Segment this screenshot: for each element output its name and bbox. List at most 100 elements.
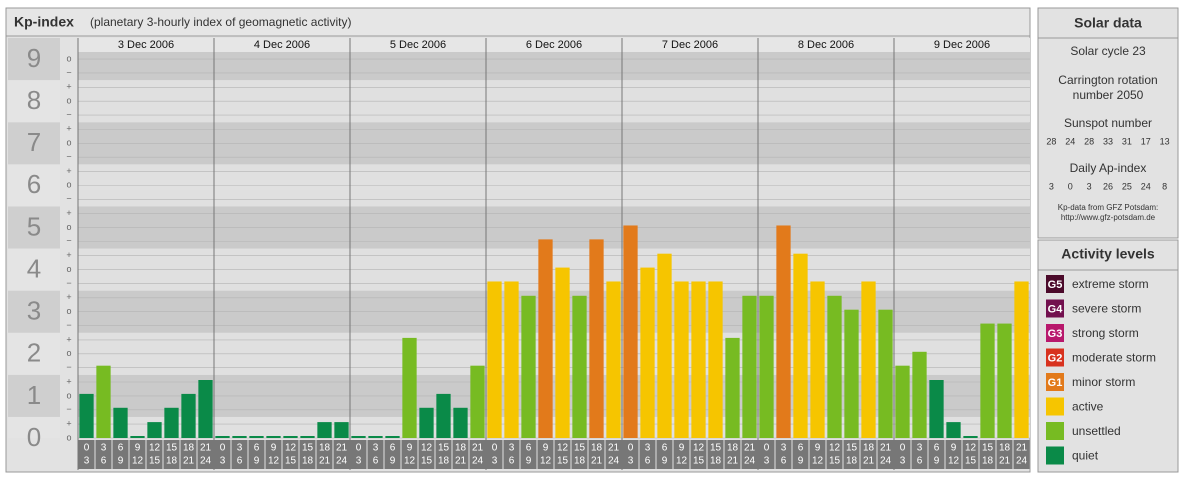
level-swatch bbox=[1046, 299, 1064, 318]
interval-from: 3 bbox=[101, 443, 107, 454]
minor-tick-label: o bbox=[66, 432, 71, 442]
interval-box bbox=[435, 440, 452, 469]
interval-to: 18 bbox=[710, 456, 722, 467]
minor-tick-label: o bbox=[66, 222, 71, 232]
level-swatch bbox=[1046, 422, 1064, 440]
sunspot-title: Sunspot number bbox=[1064, 116, 1152, 130]
day-label: 4 Dec 2006 bbox=[254, 39, 310, 51]
interval-box bbox=[588, 440, 605, 469]
interval-box bbox=[843, 440, 860, 469]
interval-from: 21 bbox=[472, 443, 484, 454]
interval-to: 24 bbox=[744, 456, 756, 467]
interval-box bbox=[333, 440, 350, 469]
interval-box bbox=[282, 440, 299, 469]
y-band bbox=[8, 164, 60, 207]
bar bbox=[453, 407, 468, 438]
bar bbox=[623, 225, 638, 438]
interval-from: 6 bbox=[662, 443, 668, 454]
bar bbox=[589, 239, 604, 438]
interval-box bbox=[537, 440, 554, 469]
minor-tick-label: o bbox=[66, 53, 71, 63]
interval-box bbox=[265, 440, 282, 469]
interval-to: 9 bbox=[662, 456, 668, 467]
interval-box bbox=[180, 440, 197, 469]
level-badge: G5 bbox=[1048, 279, 1063, 291]
ap-value: 3 bbox=[1087, 181, 1092, 191]
interval-box bbox=[401, 440, 418, 469]
interval-to: 18 bbox=[982, 456, 994, 467]
bar bbox=[963, 436, 978, 438]
sunspot-value: 33 bbox=[1103, 136, 1113, 146]
minor-tick-label: − bbox=[66, 362, 71, 372]
y-band bbox=[8, 374, 60, 417]
interval-to: 12 bbox=[268, 456, 280, 467]
interval-box bbox=[639, 440, 656, 469]
interval-from: 9 bbox=[543, 443, 549, 454]
sunspot-value: 13 bbox=[1160, 136, 1170, 146]
y-band bbox=[8, 290, 60, 333]
interval-from: 9 bbox=[407, 443, 413, 454]
bar bbox=[708, 281, 723, 438]
interval-box bbox=[877, 440, 894, 469]
interval-from: 21 bbox=[1016, 443, 1028, 454]
interval-to: 24 bbox=[200, 456, 212, 467]
y-tick-label: 7 bbox=[27, 127, 41, 157]
interval-box bbox=[163, 440, 180, 469]
interval-box bbox=[707, 440, 724, 469]
interval-from: 15 bbox=[302, 443, 314, 454]
interval-box bbox=[95, 440, 112, 469]
interval-box bbox=[112, 440, 129, 469]
interval-to: 12 bbox=[540, 456, 552, 467]
interval-from: 12 bbox=[421, 443, 433, 454]
level-badge: G4 bbox=[1048, 303, 1064, 315]
interval-from: 6 bbox=[798, 443, 804, 454]
interval-to: 3 bbox=[900, 456, 906, 467]
bar bbox=[555, 267, 570, 438]
minor-tick-label: + bbox=[66, 376, 71, 386]
interval-box bbox=[146, 440, 163, 469]
interval-to: 6 bbox=[917, 456, 923, 467]
bar bbox=[385, 436, 400, 438]
interval-box bbox=[503, 440, 520, 469]
header bbox=[5, 7, 1031, 37]
bar bbox=[215, 436, 230, 438]
bar bbox=[249, 436, 264, 438]
level-name: severe storm bbox=[1072, 302, 1141, 316]
level-name: quiet bbox=[1072, 449, 1099, 463]
interval-box bbox=[384, 440, 401, 469]
interval-to: 6 bbox=[101, 456, 107, 467]
y-tick-label: 3 bbox=[27, 296, 41, 326]
minor-tick-label: − bbox=[66, 194, 71, 204]
interval-to: 24 bbox=[880, 456, 892, 467]
solar-panel bbox=[1037, 7, 1179, 239]
minor-tick-label: o bbox=[66, 138, 71, 148]
bar bbox=[640, 267, 655, 438]
interval-box bbox=[690, 440, 707, 469]
minor-tick-label: + bbox=[66, 124, 71, 134]
band bbox=[78, 416, 1030, 438]
interval-from: 12 bbox=[693, 443, 705, 454]
interval-to: 21 bbox=[727, 456, 739, 467]
interval-to: 3 bbox=[492, 456, 498, 467]
interval-from: 21 bbox=[200, 443, 212, 454]
chart-title: Kp-index bbox=[14, 14, 74, 30]
bar bbox=[606, 281, 621, 438]
interval-box bbox=[928, 440, 945, 469]
bar bbox=[130, 436, 145, 438]
interval-box bbox=[418, 440, 435, 469]
minor-tick-label: o bbox=[66, 306, 71, 316]
source: Kp-data from GFZ Potsdam: bbox=[1058, 203, 1158, 212]
sunspot-value: 28 bbox=[1046, 136, 1056, 146]
minor-tick-label: − bbox=[66, 320, 71, 330]
level-name: extreme storm bbox=[1072, 277, 1149, 291]
interval-to: 24 bbox=[608, 456, 620, 467]
bar bbox=[742, 295, 757, 438]
solar-cycle: Solar cycle 23 bbox=[1070, 44, 1146, 58]
y-tick-label: 2 bbox=[27, 338, 41, 368]
level-swatch bbox=[1046, 397, 1064, 416]
bar bbox=[147, 422, 162, 438]
bar bbox=[368, 436, 383, 438]
minor-tick-label: o bbox=[66, 390, 71, 400]
bar bbox=[181, 393, 196, 438]
interval-to: 18 bbox=[574, 456, 586, 467]
